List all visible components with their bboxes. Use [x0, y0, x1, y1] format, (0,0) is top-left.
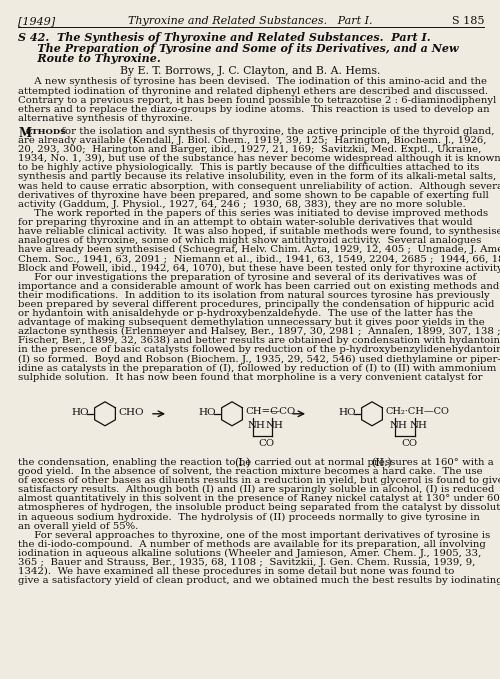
Text: in the presence of basic catalysts followed by reduction of the p-hydroxybenzyli: in the presence of basic catalysts follo…	[18, 346, 500, 354]
Text: was held to cause erratic absorption, with consequent unreliability of action.  : was held to cause erratic absorption, wi…	[18, 181, 500, 191]
Text: the condensation, enabling the reaction to be carried out at normal pressures at: the condensation, enabling the reaction …	[18, 458, 494, 466]
Text: Thyroxine and Related Substances.   Part I.: Thyroxine and Related Substances. Part I…	[128, 16, 372, 26]
Text: NH: NH	[266, 421, 284, 430]
Text: A new synthesis of tyrosine has been devised.  The iodination of this amino-acid: A new synthesis of tyrosine has been dev…	[18, 77, 487, 86]
Text: alternative synthesis of thyroxine.: alternative synthesis of thyroxine.	[18, 114, 193, 123]
Text: attempted iodination of thyronine and related diphenyl ethers are described and : attempted iodination of thyronine and re…	[18, 87, 488, 96]
Text: NH: NH	[409, 421, 427, 430]
Text: [1949]: [1949]	[18, 16, 55, 26]
Text: have reliable clinical activity.  It was also hoped, if suitable methods were fo: have reliable clinical activity. It was …	[18, 227, 500, 236]
Text: Route to Thyroxine.: Route to Thyroxine.	[18, 53, 161, 64]
Text: good yield.  In the absence of solvent, the reaction mixture becomes a hard cake: good yield. In the absence of solvent, t…	[18, 467, 482, 476]
Text: CH₂·CH—CO: CH₂·CH—CO	[385, 407, 449, 416]
Text: azlactone synthesis (Erlenmeyer and Halsey, Ber., 1897, 30, 2981 ;  Annalen, 189: azlactone synthesis (Erlenmeyer and Hals…	[18, 327, 500, 336]
Text: derivatives of thyroxine have been prepared, and some shown to be capable of exe: derivatives of thyroxine have been prepa…	[18, 191, 489, 200]
Text: are already available (Kendall, J. Biol. Chem., 1919, 39, 125;  Harington, Bioch: are already available (Kendall, J. Biol.…	[18, 136, 486, 145]
Text: or hydantoin with anisaldehyde or p-hydroxybenzaldehyde.  The use of the latter : or hydantoin with anisaldehyde or p-hydr…	[18, 309, 473, 318]
Text: Chem. Soc., 1941, 63, 2091 ;  Niemann et al., ibid., 1941, 63, 1549, 2204, 2685 : Chem. Soc., 1941, 63, 2091 ; Niemann et …	[18, 255, 500, 263]
Text: almost quantitatively in this solvent in the presence of Raney nickel catalyst a: almost quantitatively in this solvent in…	[18, 494, 500, 503]
Text: for the isolation and synthesis of thyroxine, the active principle of the thyroi: for the isolation and synthesis of thyro…	[58, 127, 494, 136]
Text: CH=C: CH=C	[245, 407, 278, 416]
Text: (II.): (II.)	[372, 458, 392, 468]
Text: satisfactory results.  Although both (I) and (II) are sparingly soluble in alcoh: satisfactory results. Although both (I) …	[18, 485, 494, 494]
Text: atmospheres of hydrogen, the insoluble product being separated from the catalyst: atmospheres of hydrogen, the insoluble p…	[18, 503, 500, 512]
Text: give a satisfactory yield of clean product, and we obtained much the best result: give a satisfactory yield of clean produ…	[18, 576, 500, 585]
Text: iodination in aqueous alkaline solutions (Wheeler and Jamieson, Amer. Chem. J., : iodination in aqueous alkaline solutions…	[18, 549, 481, 558]
Text: S 42.  The Synthesis of Thyroxine and Related Substances.  Part I.: S 42. The Synthesis of Thyroxine and Rel…	[18, 32, 430, 43]
Text: NH: NH	[248, 421, 266, 430]
Text: —CO: —CO	[270, 407, 296, 416]
Text: M: M	[18, 127, 31, 140]
Text: For our investigations the preparation of tyrosine and several of its derivative: For our investigations the preparation o…	[18, 272, 476, 282]
Text: The Preparation of Tyrosine and Some of its Derivatives, and a New: The Preparation of Tyrosine and Some of …	[18, 43, 458, 54]
Text: advantage of making subsequent demethylation unnecessary but it gives poor yield: advantage of making subsequent demethyla…	[18, 318, 485, 327]
Text: 365 ;  Bauer and Strauss, Ber., 1935, 68, 1108 ;  Savitzkii, J. Gen. Chem. Russi: 365 ; Bauer and Strauss, Ber., 1935, 68,…	[18, 558, 475, 567]
Text: CO: CO	[401, 439, 417, 448]
Text: ETHODS: ETHODS	[26, 128, 66, 136]
Text: of excess of other bases as diluents results in a reduction in yield, but glycer: of excess of other bases as diluents res…	[18, 476, 500, 485]
Text: CHO: CHO	[118, 408, 144, 418]
Text: activity (Gaddum, J. Physiol., 1927, 64, 246 ;  1930, 68, 383), they are no more: activity (Gaddum, J. Physiol., 1927, 64,…	[18, 200, 466, 209]
Text: importance and a considerable amount of work has been carried out on existing me: importance and a considerable amount of …	[18, 282, 499, 291]
Text: idine as catalysts in the preparation of (I), followed by reduction of (I) to (I: idine as catalysts in the preparation of…	[18, 363, 496, 373]
Text: HO: HO	[338, 408, 355, 418]
Text: 1934, No. 1, 39), but use of the substance has never become widespread although : 1934, No. 1, 39), but use of the substan…	[18, 154, 500, 164]
Text: to be highly active physiologically.  This is partly because of the difficulties: to be highly active physiologically. Thi…	[18, 164, 479, 172]
Text: in aqueous sodium hydroxide.  The hydrolysis of (II) proceeds normally to give t: in aqueous sodium hydroxide. The hydroly…	[18, 513, 480, 521]
Text: By E. T. Borrows, J. C. Clayton, and B. A. Hems.: By E. T. Borrows, J. C. Clayton, and B. …	[120, 65, 380, 75]
Text: The work reported in the papers of this series was initiated to devise improved : The work reported in the papers of this …	[18, 209, 488, 218]
Text: been prepared by several different procedures, principally the condensation of h: been prepared by several different proce…	[18, 300, 494, 309]
Text: S 185: S 185	[452, 16, 484, 26]
Text: CO: CO	[258, 439, 274, 448]
Text: synthesis and partly because its relative insolubility, even in the form of its : synthesis and partly because its relativ…	[18, 172, 496, 181]
Text: Fischer, Ber., 1899, 32, 3638) and better results are obtained by condensation w: Fischer, Ber., 1899, 32, 3638) and bette…	[18, 336, 500, 346]
Text: HO: HO	[198, 408, 216, 418]
Text: sulphide solution.  It has now been found that morpholine is a very convenient c: sulphide solution. It has now been found…	[18, 373, 482, 382]
Text: an overall yield of 55%.: an overall yield of 55%.	[18, 521, 138, 530]
Text: Block and Powell, ibid., 1942, 64, 1070), but these have been tested only for th: Block and Powell, ibid., 1942, 64, 1070)…	[18, 263, 500, 273]
Text: their modifications.  In addition to its isolation from natural sources tyrosine: their modifications. In addition to its …	[18, 291, 490, 300]
Text: have already been synthesised (Schuegraf, Helv. Chim. Acta, 1929, 12, 405 ;  Ung: have already been synthesised (Schuegraf…	[18, 245, 500, 255]
Text: analogues of thyroxine, some of which might show antithyroid activity.  Several : analogues of thyroxine, some of which mi…	[18, 236, 481, 245]
Text: ethers and to replace the diazo-groups by iodine atoms.  This reaction is used t: ethers and to replace the diazo-groups b…	[18, 105, 490, 114]
Text: for preparing thyroxine and in an attempt to obtain water-soluble derivatives th: for preparing thyroxine and in an attemp…	[18, 218, 472, 227]
Text: Contrary to a previous report, it has been found possible to tetrazotise 2 : 6-d: Contrary to a previous report, it has be…	[18, 96, 496, 105]
Text: (I.): (I.)	[234, 458, 250, 468]
Text: 1342).  We have examined all these procedures in some detail but none was found : 1342). We have examined all these proced…	[18, 567, 454, 576]
Text: 20, 293, 300;  Harington and Barger, ibid., 1927, 21, 169;  Savitzkii, Med. Expt: 20, 293, 300; Harington and Barger, ibid…	[18, 145, 481, 154]
Text: For several approaches to thyroxine, one of the most important derivatives of ty: For several approaches to thyroxine, one…	[18, 530, 490, 540]
Text: NH: NH	[390, 421, 408, 430]
Text: (I) so formed.  Boyd and Robson (Biochem. J., 1935, 29, 542, 546) used diethylam: (I) so formed. Boyd and Robson (Biochem.…	[18, 354, 500, 364]
Text: HO: HO	[71, 408, 88, 418]
Text: the di-iodo-compound.  A number of methods are available for its preparation, al: the di-iodo-compound. A number of method…	[18, 540, 486, 549]
